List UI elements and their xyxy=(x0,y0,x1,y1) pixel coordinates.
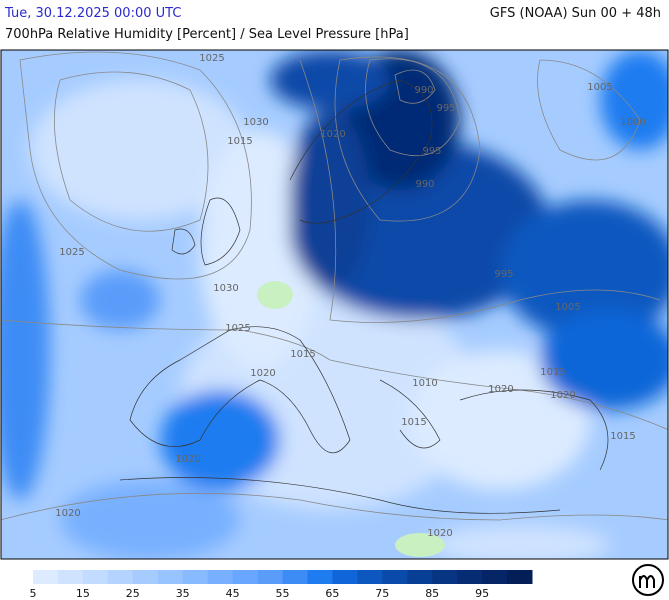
coastlines xyxy=(119,79,609,514)
legend-swatch xyxy=(457,570,483,584)
legend-swatch xyxy=(107,570,134,584)
humidity-field: 1025990995100510001030102010159959901025… xyxy=(1,50,668,559)
legend-swatch xyxy=(332,570,358,584)
isobar-label: 1015 xyxy=(290,349,315,360)
legend-swatch xyxy=(407,570,433,584)
isobar-label: 1020 xyxy=(250,368,275,379)
legend-label: 65 xyxy=(325,587,339,600)
legend-label: 85 xyxy=(425,587,439,600)
legend-swatch xyxy=(307,570,333,584)
isobar-label: 990 xyxy=(415,179,434,190)
legend-swatch xyxy=(182,570,209,584)
valid-time: Tue, 30.12.2025 00:00 UTC xyxy=(5,6,182,21)
legend-swatch xyxy=(432,570,458,584)
legend-swatch xyxy=(33,570,59,584)
legend-swatch xyxy=(232,570,259,584)
isobar-label: 1015 xyxy=(540,367,565,378)
isobar-label: 1030 xyxy=(243,117,268,128)
isobar-label: 1020 xyxy=(320,129,345,140)
legend-label: 35 xyxy=(176,587,190,600)
isobar-labels: 1025990995100510001030102010159959901025… xyxy=(55,53,645,539)
legend-swatch xyxy=(57,570,84,584)
legend-label: 95 xyxy=(475,587,489,600)
logo xyxy=(632,564,664,596)
isobar-label: 1030 xyxy=(213,283,238,294)
isobar-label: 1020 xyxy=(550,390,575,401)
isobar-label: 1020 xyxy=(175,454,200,465)
isobar-label: 1015 xyxy=(227,136,252,147)
legend-label: 45 xyxy=(226,587,240,600)
legend-swatch xyxy=(207,570,234,584)
isobar-label: 1025 xyxy=(59,247,84,258)
isobar-label: 995 xyxy=(436,103,455,114)
isobar-label: 1025 xyxy=(199,53,224,64)
map-frame xyxy=(0,49,669,560)
isobar-label: 995 xyxy=(494,269,513,280)
legend-swatch xyxy=(382,570,408,584)
legend-swatch xyxy=(82,570,109,584)
legend-label: 25 xyxy=(126,587,140,600)
model-run: GFS (NOAA) Sun 00 + 48h xyxy=(489,6,661,21)
legend-label: 55 xyxy=(276,587,290,600)
map-title: 700hPa Relative Humidity [Percent] / Sea… xyxy=(5,27,409,42)
isobar-label: 1015 xyxy=(610,431,635,442)
isobar-label: 1020 xyxy=(488,384,513,395)
legend-swatch xyxy=(157,570,184,584)
legend-swatch xyxy=(357,570,383,584)
isobar-label: 1020 xyxy=(55,508,80,519)
legend-swatch xyxy=(132,570,159,584)
isobar-label: 1010 xyxy=(412,378,437,389)
isobar-label: 1000 xyxy=(620,117,645,128)
isobar-label: 995 xyxy=(422,146,441,157)
legend-swatch xyxy=(282,570,308,584)
isobar-label: 1015 xyxy=(401,417,426,428)
legend-swatch xyxy=(257,570,283,584)
isobar-label: 1005 xyxy=(587,82,612,93)
legend: 5 15 25 35 45 55 65 75 85 95 xyxy=(30,570,533,600)
isobar-label: 1025 xyxy=(225,323,250,334)
legend-label: 5 xyxy=(30,587,37,600)
legend-label: 15 xyxy=(76,587,90,600)
isobar-label: 1020 xyxy=(427,528,452,539)
legend-label: 75 xyxy=(375,587,389,600)
legend-swatch xyxy=(507,570,533,584)
isobar-label: 990 xyxy=(414,85,433,96)
legend-swatch xyxy=(482,570,508,584)
isobar-label: 1005 xyxy=(555,302,580,313)
isobars xyxy=(1,51,668,521)
